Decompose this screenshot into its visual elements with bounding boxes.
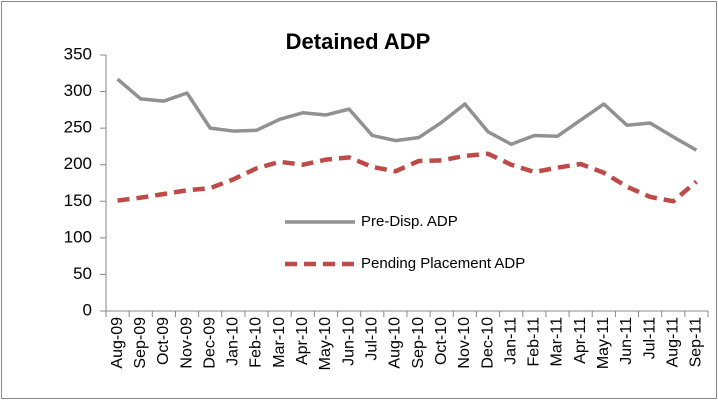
x-tick-label: Mar-11 [549, 317, 566, 367]
x-tick-label: Feb-10 [248, 317, 265, 368]
legend-label: Pending Placement ADP [361, 255, 525, 272]
x-tick-label: Nov-10 [456, 317, 473, 369]
chart-title: Detained ADP [286, 29, 431, 54]
y-tick-label: 200 [64, 154, 92, 173]
x-tick-label: Aug-11 [664, 317, 681, 368]
y-tick-label: 50 [73, 264, 92, 283]
x-tick-label: Sep-11 [688, 317, 705, 368]
x-tick-label: Jul-11 [641, 317, 658, 359]
x-tick-label: Dec-09 [201, 317, 218, 369]
series-line [117, 151, 698, 204]
y-tick-label: 300 [64, 81, 92, 100]
x-tick-label: Nov-09 [178, 317, 195, 369]
x-tick-label: Jan-11 [502, 317, 519, 365]
y-tick-label: 150 [64, 191, 92, 210]
x-tick-label: Mar-10 [271, 317, 288, 368]
x-tick-label: Oct-09 [155, 317, 172, 365]
x-tick-label: Sep-09 [132, 317, 149, 369]
x-tick-label: Apr-10 [294, 317, 311, 365]
x-tick-label: Apr-11 [572, 317, 589, 364]
y-tick-label: 350 [64, 44, 92, 63]
y-tick-label: 0 [83, 300, 92, 319]
x-tick-label: Aug-09 [109, 317, 126, 369]
x-tick-label: Jan-10 [225, 317, 242, 366]
x-tick-label: Oct-10 [433, 317, 450, 365]
y-tick-label: 250 [64, 118, 92, 137]
legend-label: Pre-Disp. ADP [361, 213, 458, 230]
x-tick-label: Jun-11 [618, 317, 635, 365]
x-tick-label: May-11 [595, 317, 612, 369]
x-tick-label: Jul-10 [363, 317, 380, 361]
x-tick-label: Dec-10 [479, 317, 496, 369]
y-tick-label: 100 [64, 227, 92, 246]
series-line [116, 77, 698, 152]
x-tick-label: Feb-11 [526, 317, 543, 367]
x-tick-label: Aug-10 [387, 317, 404, 369]
x-tick-label: May-10 [317, 317, 334, 370]
x-tick-label: Sep-10 [410, 317, 427, 369]
x-tick-label: Jun-10 [340, 317, 357, 366]
